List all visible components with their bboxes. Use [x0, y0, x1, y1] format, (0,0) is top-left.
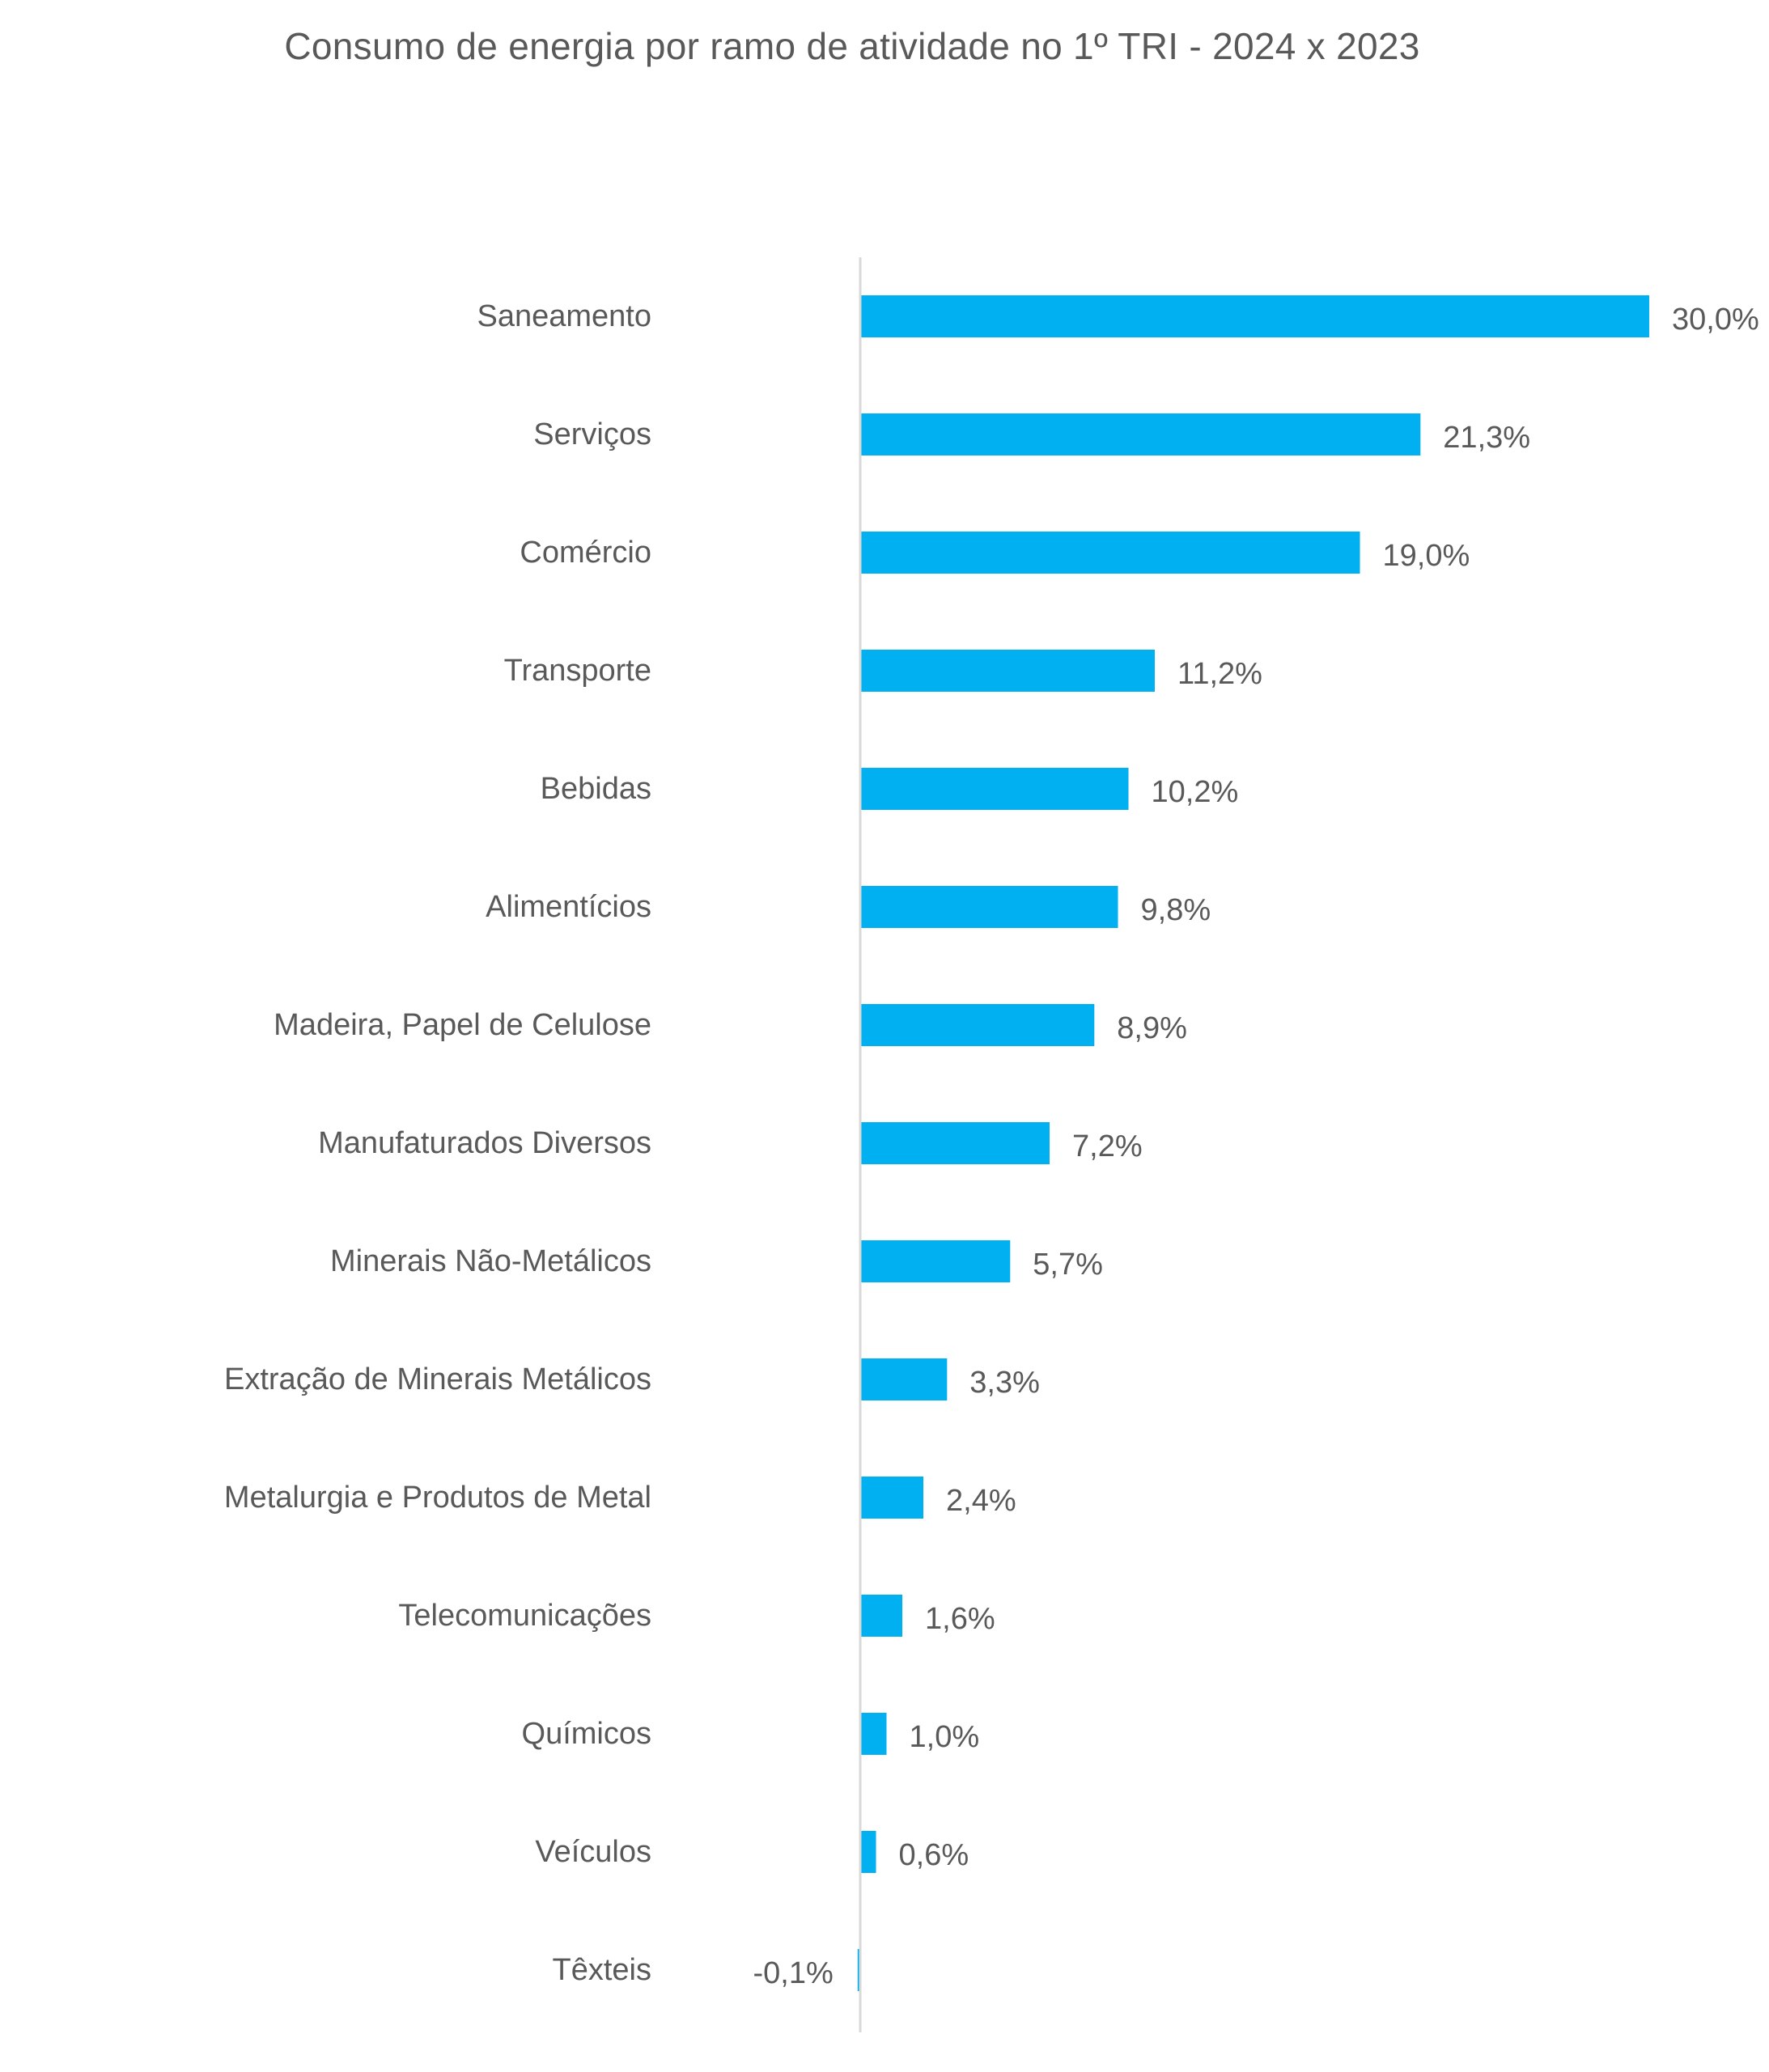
- category-label: Metalurgia e Produtos de Metal: [224, 1481, 651, 1515]
- category-label: Comércio: [520, 536, 651, 570]
- category-label: Madeira, Papel de Celulose: [274, 1008, 651, 1042]
- bars-layer: [857, 295, 1649, 1991]
- bar: [857, 1949, 861, 1991]
- category-label: Manufaturados Diversos: [318, 1126, 651, 1160]
- bar: [860, 413, 1421, 456]
- bar: [860, 768, 1129, 810]
- category-label: Extração de Minerais Metálicos: [224, 1362, 651, 1396]
- category-label: Minerais Não-Metálicos: [330, 1244, 651, 1278]
- category-label: Transporte: [504, 654, 651, 688]
- bar: [860, 295, 1649, 337]
- data-label: 11,2%: [1177, 657, 1262, 691]
- category-label: Químicos: [522, 1717, 651, 1751]
- data-label: 3,3%: [969, 1366, 1040, 1400]
- data-label: 7,2%: [1072, 1129, 1143, 1163]
- data-label: 8,9%: [1117, 1011, 1187, 1045]
- bar: [860, 1004, 1095, 1046]
- data-label: 21,3%: [1443, 421, 1530, 455]
- data-label: 19,0%: [1383, 539, 1470, 573]
- data-label: 10,2%: [1152, 775, 1239, 809]
- category-label: Telecomunicações: [398, 1599, 651, 1633]
- bar: [860, 1358, 948, 1400]
- data-label: 0,6%: [899, 1838, 969, 1872]
- category-label: Serviços: [533, 417, 651, 451]
- data-label: 2,4%: [946, 1484, 1016, 1518]
- bar: [860, 1713, 887, 1755]
- bar: [860, 886, 1118, 928]
- bar: [860, 1122, 1050, 1164]
- bar: [860, 1477, 923, 1519]
- category-label: Bebidas: [541, 772, 651, 806]
- data-label: 30,0%: [1672, 303, 1759, 337]
- category-label: Saneamento: [477, 299, 652, 333]
- data-label: 1,6%: [925, 1602, 995, 1636]
- bar: [860, 650, 1155, 692]
- category-label: Alimentícios: [486, 890, 651, 924]
- chart-title: Consumo de energia por ramo de atividade…: [284, 25, 1420, 67]
- data-label: 1,0%: [910, 1720, 980, 1754]
- data-label: -0,1%: [753, 1956, 834, 1990]
- bar: [860, 1831, 876, 1873]
- bar: [860, 532, 1360, 574]
- category-label: Têxteis: [553, 1953, 651, 1987]
- data-label: 9,8%: [1141, 893, 1211, 927]
- bar: [860, 1595, 902, 1637]
- labels-layer: Saneamento 30,0% Serviços 21,3% Comércio 19,0…: [224, 299, 1759, 1990]
- bar: [860, 1240, 1011, 1282]
- data-label: 5,7%: [1033, 1248, 1103, 1282]
- category-label: Veículos: [535, 1835, 651, 1869]
